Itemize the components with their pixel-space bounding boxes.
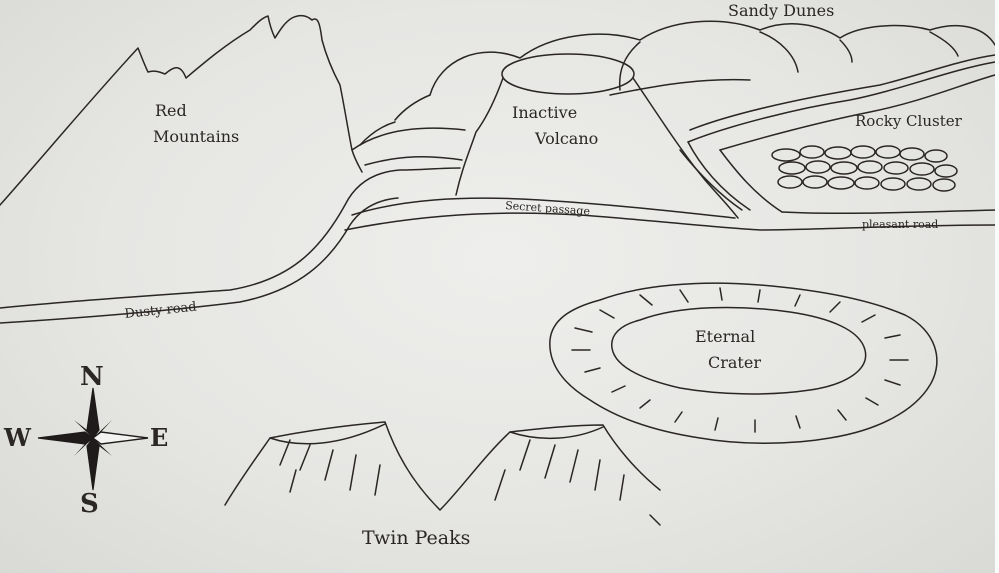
label-inactive-volcano-line1: Inactive bbox=[512, 103, 577, 122]
roads bbox=[0, 61, 996, 324]
label-pleasant-road: pleasant road bbox=[862, 218, 938, 231]
label-red-mountains-line2: Mountains bbox=[153, 127, 239, 146]
compass-rose: N S E W bbox=[3, 362, 168, 519]
label-twin-peaks: Twin Peaks bbox=[362, 527, 470, 549]
inactive-volcano bbox=[455, 53, 743, 219]
label-inactive-volcano-line2: Volcano bbox=[534, 129, 598, 148]
compass-east: E bbox=[150, 423, 168, 452]
label-sandy-dunes: Sandy Dunes bbox=[728, 1, 834, 20]
red-mountains bbox=[0, 14, 363, 206]
compass-south: S bbox=[80, 489, 99, 519]
label-secret-passage: Secret passage bbox=[505, 199, 591, 218]
compass-north: N bbox=[80, 362, 104, 392]
rocky-cluster bbox=[771, 145, 958, 192]
label-eternal-crater-line1: Eternal bbox=[695, 327, 755, 346]
paper-edge bbox=[995, 0, 999, 573]
compass-west: W bbox=[3, 423, 32, 452]
twin-peaks bbox=[224, 421, 661, 526]
label-rocky-cluster: Rocky Cluster bbox=[855, 112, 963, 130]
label-eternal-crater-line2: Crater bbox=[708, 353, 761, 372]
eternal-crater bbox=[549, 282, 938, 444]
label-dusty-road: Dusty road bbox=[124, 300, 197, 322]
label-red-mountains-line1: Red bbox=[155, 101, 187, 120]
sandy-dunes-hills bbox=[351, 20, 996, 166]
